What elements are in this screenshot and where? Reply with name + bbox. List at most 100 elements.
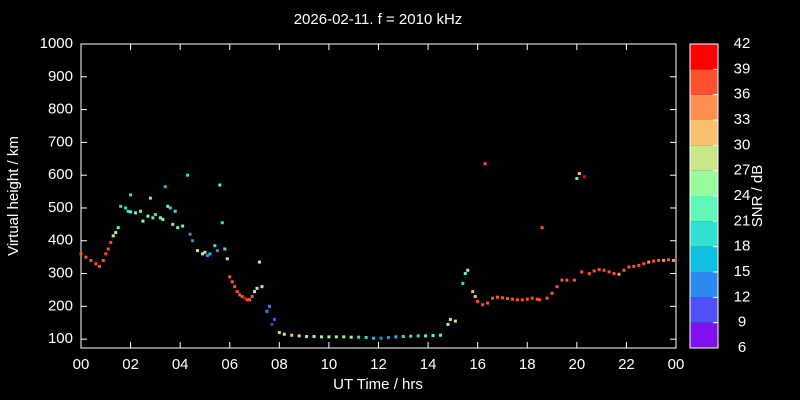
data-point bbox=[163, 185, 167, 189]
data-point bbox=[218, 183, 222, 187]
data-point bbox=[111, 234, 115, 238]
data-point bbox=[657, 258, 661, 262]
y-tick-label: 700 bbox=[48, 133, 73, 150]
y-tick-label: 800 bbox=[48, 101, 73, 118]
x-tick-label: 06 bbox=[221, 356, 238, 373]
data-point bbox=[260, 285, 264, 289]
data-point bbox=[250, 295, 254, 299]
x-tick-label: 14 bbox=[420, 356, 437, 373]
data-point bbox=[176, 226, 180, 230]
x-tick-label: 04 bbox=[172, 356, 189, 373]
data-point bbox=[473, 295, 477, 299]
data-point bbox=[560, 278, 564, 282]
data-point bbox=[453, 319, 457, 323]
data-point bbox=[394, 335, 398, 339]
data-point bbox=[535, 297, 539, 301]
colorbar-band bbox=[690, 196, 718, 222]
data-point bbox=[386, 336, 390, 340]
colorbar-tick-label: 6 bbox=[738, 339, 746, 356]
data-point bbox=[327, 335, 331, 339]
x-tick-label: 16 bbox=[469, 356, 486, 373]
data-point bbox=[496, 295, 499, 299]
data-point bbox=[253, 290, 257, 294]
colorbar-tick-label: 27 bbox=[734, 162, 751, 179]
data-point bbox=[258, 260, 261, 264]
data-point bbox=[141, 219, 145, 223]
data-point bbox=[119, 204, 123, 208]
data-point bbox=[471, 290, 475, 294]
data-point bbox=[126, 209, 130, 213]
y-tick-label: 500 bbox=[48, 199, 73, 216]
data-point bbox=[129, 193, 133, 197]
data-point bbox=[168, 206, 172, 210]
x-tick-label: 22 bbox=[618, 356, 635, 373]
colorbar-band bbox=[690, 297, 718, 323]
data-point bbox=[647, 260, 651, 264]
data-point bbox=[245, 298, 249, 302]
colorbar-band bbox=[690, 170, 718, 196]
x-tick-label: 02 bbox=[122, 356, 139, 373]
data-point bbox=[540, 226, 544, 230]
x-tick-label: 12 bbox=[370, 356, 387, 373]
data-point bbox=[481, 303, 485, 307]
data-point bbox=[94, 262, 98, 266]
data-point bbox=[153, 213, 157, 217]
data-point bbox=[515, 298, 519, 302]
data-point bbox=[114, 231, 118, 235]
data-point bbox=[106, 247, 110, 251]
data-point bbox=[357, 335, 361, 339]
data-point bbox=[667, 258, 671, 262]
colorbar-tick-label: 36 bbox=[734, 86, 751, 103]
data-point bbox=[312, 335, 316, 339]
x-tick-label: 00 bbox=[668, 356, 685, 373]
data-point bbox=[79, 252, 83, 256]
data-point bbox=[500, 296, 504, 300]
data-point bbox=[146, 214, 150, 218]
data-point bbox=[84, 255, 88, 259]
colorbar-tick-label: 30 bbox=[734, 136, 751, 153]
y-axis-label: Virtual height / km bbox=[5, 136, 22, 256]
data-point bbox=[240, 295, 244, 299]
data-point bbox=[672, 258, 676, 262]
colorbar-band bbox=[690, 120, 718, 146]
data-point bbox=[104, 252, 108, 256]
x-tick-label: 10 bbox=[321, 356, 338, 373]
data-point bbox=[215, 249, 219, 253]
data-point bbox=[530, 296, 534, 300]
data-point bbox=[510, 297, 514, 301]
data-point bbox=[158, 216, 162, 220]
colorbar-band bbox=[690, 272, 718, 298]
x-tick-label: 18 bbox=[519, 356, 536, 373]
data-point bbox=[235, 290, 239, 294]
data-point bbox=[290, 333, 294, 337]
colorbar-tick-label: 18 bbox=[734, 238, 751, 255]
data-point bbox=[612, 272, 616, 276]
colorbar-tick-label: 33 bbox=[734, 111, 751, 128]
data-point bbox=[349, 335, 353, 339]
x-tick-label: 08 bbox=[271, 356, 288, 373]
data-point bbox=[173, 209, 177, 213]
data-point bbox=[622, 268, 626, 272]
data-point bbox=[486, 301, 490, 305]
data-point bbox=[98, 264, 102, 268]
colorbar-tick-label: 42 bbox=[734, 35, 751, 52]
x-tick-label: 00 bbox=[73, 356, 90, 373]
data-point bbox=[203, 250, 207, 254]
data-point bbox=[409, 334, 413, 338]
data-point bbox=[637, 263, 641, 267]
data-point bbox=[538, 298, 542, 302]
plot-frame bbox=[80, 43, 677, 349]
data-point bbox=[186, 173, 190, 177]
data-point bbox=[602, 268, 606, 272]
data-point bbox=[364, 336, 368, 340]
data-point bbox=[461, 281, 465, 285]
data-point bbox=[424, 334, 428, 338]
colorbar-tick-label: 15 bbox=[734, 263, 751, 280]
y-tick-label: 300 bbox=[48, 265, 73, 282]
data-point bbox=[243, 296, 247, 300]
data-point bbox=[545, 296, 549, 300]
colorbar-tick-label: 39 bbox=[734, 60, 751, 77]
data-point bbox=[525, 297, 529, 301]
colorbar-band bbox=[690, 44, 718, 70]
